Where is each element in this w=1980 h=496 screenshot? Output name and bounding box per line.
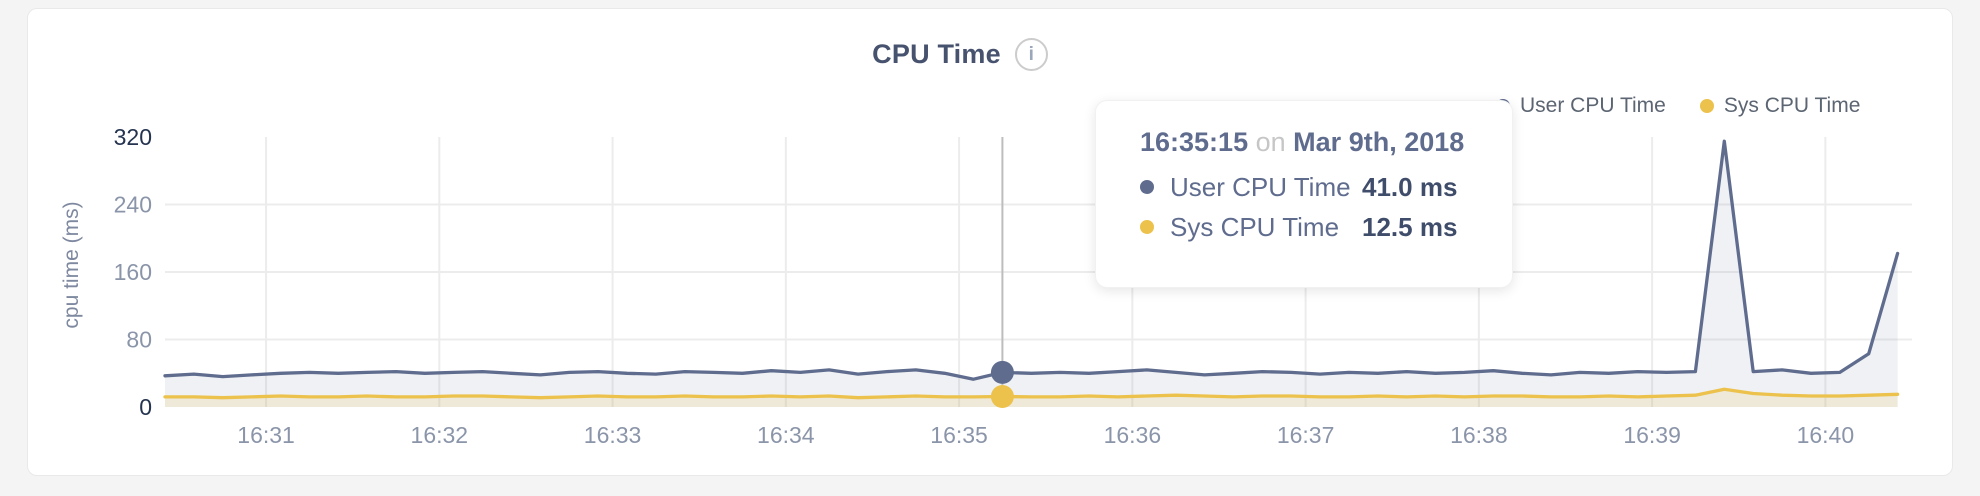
y-tick-label: 80	[126, 327, 152, 353]
tooltip-connector: on	[1255, 127, 1286, 157]
user-series-dot-icon	[1140, 180, 1154, 194]
x-tick-label: 16:38	[1450, 422, 1508, 448]
x-tick-label: 16:36	[1104, 422, 1162, 448]
tooltip-date: Mar 9th, 2018	[1293, 127, 1465, 157]
y-tick-label: 240	[114, 192, 152, 218]
hover-dot-sys	[990, 384, 1014, 408]
y-tick-label: 160	[114, 259, 152, 285]
sys-series-dot-icon	[1699, 99, 1714, 113]
y-tick-label: 320	[114, 124, 152, 150]
tooltip-series-value: 12.5 ms	[1362, 211, 1458, 242]
x-tick-label: 16:40	[1797, 422, 1855, 448]
sys-cpu-time-line	[163, 387, 1900, 400]
chart-legend: User CPU Time Sys CPU Time	[1496, 94, 1860, 118]
x-tick-label: 16:34	[757, 422, 815, 448]
legend-item-sys-cpu-time[interactable]: Sys CPU Time	[1699, 94, 1861, 118]
sys-series-dot-icon	[1140, 220, 1154, 234]
x-tick-label: 16:32	[411, 422, 469, 448]
chart-tooltip: 16:35:15 on Mar 9th, 2018 User CPU Time …	[1095, 100, 1513, 288]
user-cpu-time-area	[165, 141, 1898, 407]
tooltip-timestamp: 16:35:15 on Mar 9th, 2018	[1140, 125, 1482, 159]
gridlines	[165, 137, 1912, 407]
x-tick-label: 16:31	[237, 422, 295, 448]
tooltip-series-value: 41.0 ms	[1362, 171, 1458, 202]
legend-item-user-cpu-time[interactable]: User CPU Time	[1496, 94, 1666, 118]
tooltip-series-label: User CPU Time	[1170, 171, 1351, 202]
x-tick-label: 16:37	[1277, 422, 1335, 448]
x-tick-label: 16:35	[930, 422, 988, 448]
tooltip-row-sys: Sys CPU Time 12.5 ms	[1140, 207, 1482, 247]
tooltip-series-label: Sys CPU Time	[1170, 211, 1340, 242]
tooltip-row-user: User CPU Time 41.0 ms	[1140, 167, 1482, 207]
legend-label: Sys CPU Time	[1723, 94, 1861, 117]
x-tick-label: 16:39	[1623, 422, 1681, 448]
tooltip-time: 16:35:15	[1140, 127, 1249, 157]
hover-dot-user	[990, 360, 1014, 384]
chart-header: CPU Time i	[0, 38, 1950, 71]
user-cpu-time-line	[163, 139, 1900, 381]
chart-title: CPU Time	[872, 39, 1001, 69]
info-icon[interactable]: i	[1014, 38, 1048, 71]
y-axis-title: cpu time (ms)	[60, 201, 83, 329]
x-tick-label: 16:33	[584, 422, 642, 448]
legend-label: User CPU Time	[1520, 94, 1666, 117]
y-tick-label: 0	[139, 394, 152, 420]
